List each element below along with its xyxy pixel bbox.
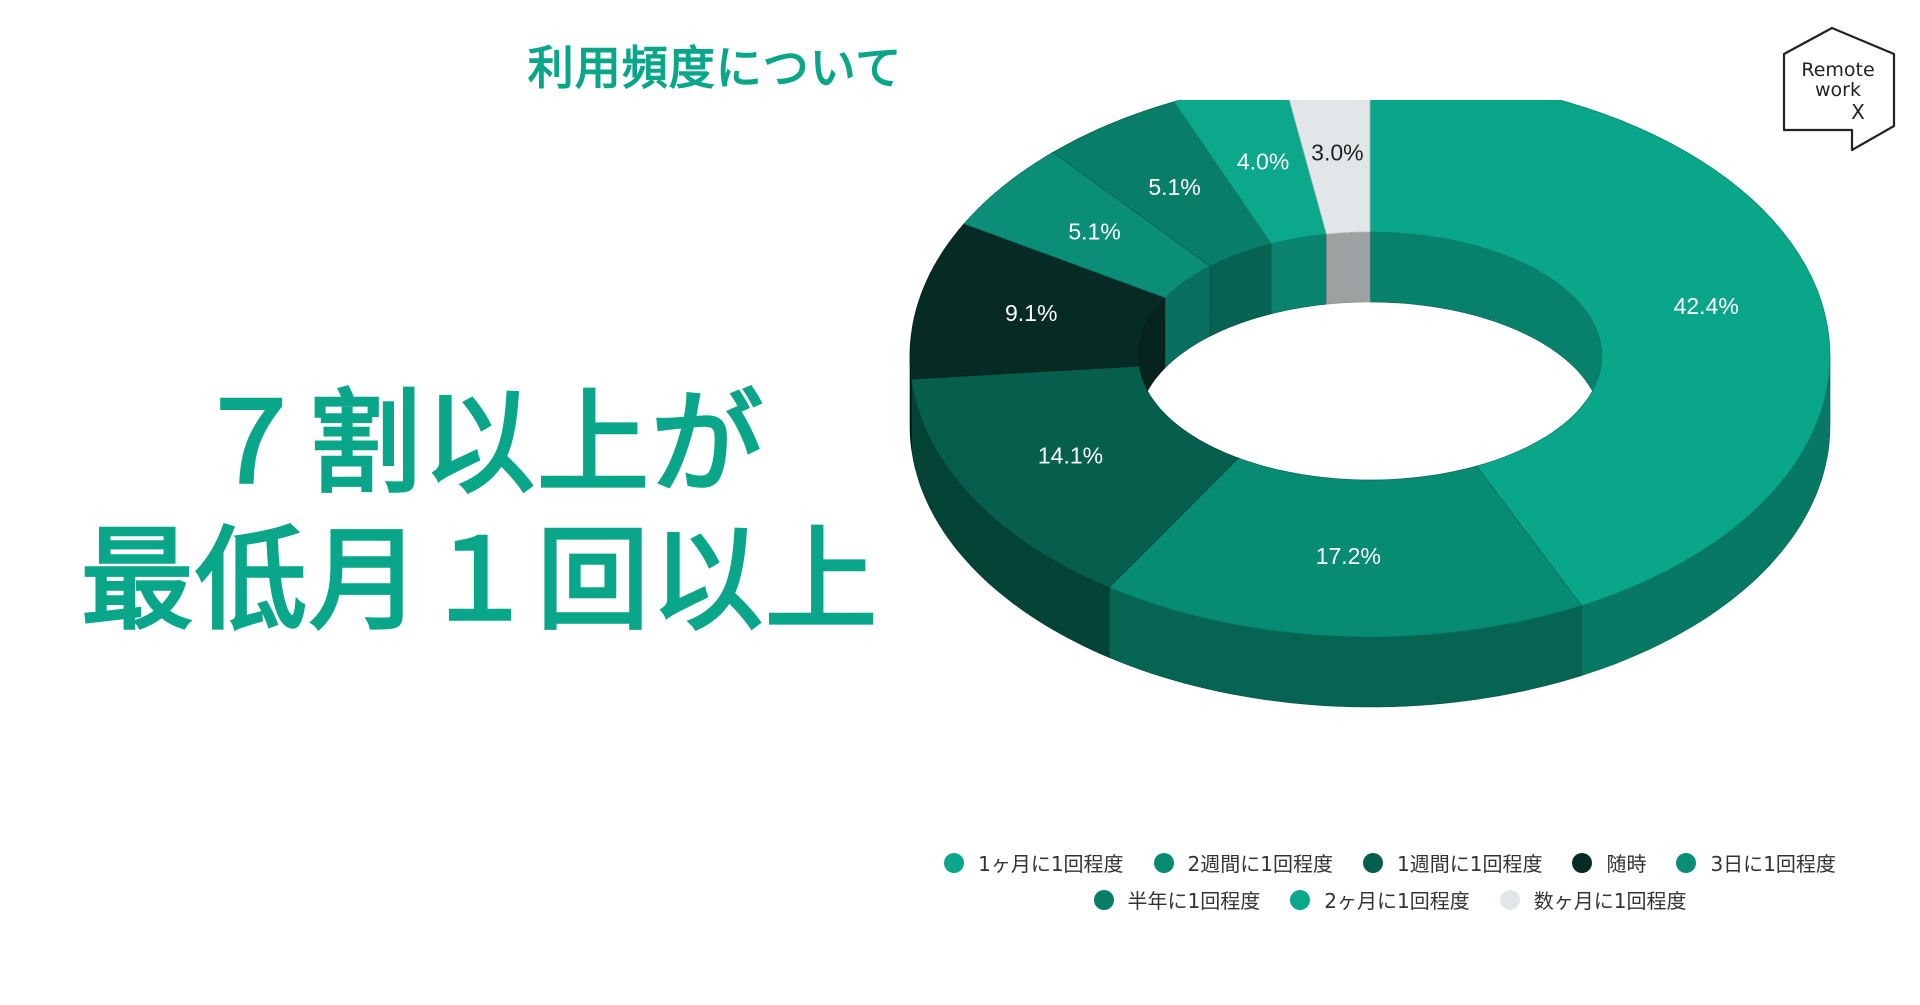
- headline-line-1: ７割以上が: [195, 379, 765, 509]
- legend-label: 1週間に1回程度: [1397, 852, 1543, 876]
- data-label-5: 5.1%: [1148, 174, 1200, 200]
- logo-text-line-3: X: [1851, 100, 1865, 124]
- data-label-4: 5.1%: [1068, 218, 1120, 244]
- headline-line-2: 最低月１回以上: [81, 516, 879, 646]
- legend-row: 半年に1回程度 2ヶ月に1回程度 数ヶ月に1回程度: [900, 885, 1880, 914]
- donut-inner-wall-group: [1137, 231, 1603, 427]
- legend-item: 数ヶ月に1回程度: [1499, 885, 1687, 914]
- donut-chart: 42.4% 17.2% 14.1% 9.1% 5.1% 5.1% 4.0% 3.0%: [909, 100, 1831, 708]
- remote-work-x-logo: Remote work X: [1782, 26, 1896, 152]
- legend-item: 随時: [1572, 848, 1646, 877]
- slice-inner-wall-6-1: [1270, 233, 1327, 315]
- legend-swatch: [1676, 852, 1697, 873]
- legend-label: 3日に1回程度: [1710, 852, 1836, 876]
- data-label-2: 14.1%: [1038, 442, 1103, 468]
- data-label-6: 4.0%: [1237, 148, 1289, 174]
- legend-label: 数ヶ月に1回程度: [1533, 889, 1687, 913]
- slide-title: 利用頻度について: [527, 41, 903, 95]
- legend-swatch: [1093, 889, 1114, 910]
- legend-label: 1ヶ月に1回程度: [978, 852, 1124, 876]
- data-label-7: 3.0%: [1311, 139, 1363, 165]
- legend-item: 半年に1回程度: [1093, 885, 1261, 914]
- donut-label-group: 42.4% 17.2% 14.1% 9.1% 5.1% 5.1% 4.0% 3.0%: [1005, 139, 1739, 569]
- chart-legend: 1ヶ月に1回程度 2週間に1回程度 1週間に1回程度 随時 3日に1回程度半年に1回程度…: [900, 848, 1880, 922]
- slice-inner-wall-7-1: [1326, 231, 1371, 305]
- legend-item: 3日に1回程度: [1676, 848, 1836, 877]
- legend-swatch: [1363, 852, 1383, 873]
- data-label-1: 17.2%: [1316, 543, 1381, 569]
- legend-swatch: [944, 852, 965, 873]
- legend-item: 1週間に1回程度: [1363, 848, 1542, 877]
- data-label-3: 9.1%: [1005, 300, 1057, 326]
- logo-text-line-1: Remote: [1801, 59, 1874, 81]
- donut-top-group: [909, 100, 1831, 638]
- legend-label: 半年に1回程度: [1127, 889, 1261, 913]
- legend-item: 2週間に1回程度: [1153, 848, 1333, 877]
- legend-label: 随時: [1606, 852, 1647, 876]
- logo-text-line-2: work: [1815, 79, 1861, 101]
- legend-swatch: [1499, 889, 1520, 910]
- legend-swatch: [1290, 889, 1311, 910]
- slice-top-7: [1288, 100, 1371, 235]
- legend-swatch: [1572, 852, 1593, 873]
- legend-item: 2ヶ月に1回程度: [1290, 885, 1470, 914]
- legend-label: 2ヶ月に1回程度: [1324, 889, 1470, 913]
- legend-item: 1ヶ月に1回程度: [944, 848, 1124, 877]
- legend-label: 2週間に1回程度: [1187, 852, 1333, 876]
- data-label-0: 42.4%: [1674, 293, 1739, 319]
- legend-swatch: [1153, 852, 1174, 873]
- legend-row: 1ヶ月に1回程度 2週間に1回程度 1週間に1回程度 随時 3日に1回程度: [900, 848, 1880, 877]
